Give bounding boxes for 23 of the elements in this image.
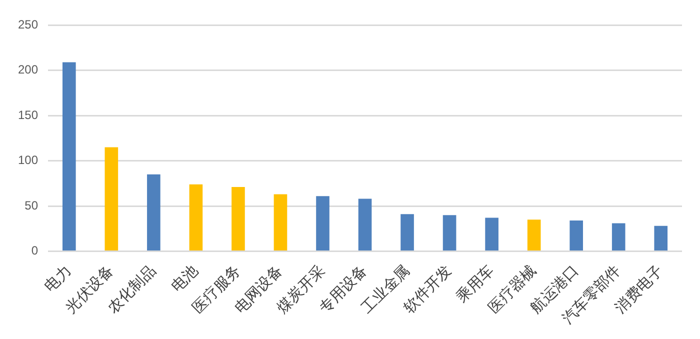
bar xyxy=(527,220,541,250)
bar xyxy=(104,147,118,250)
y-tick-label: 0 xyxy=(31,244,38,258)
bar xyxy=(485,218,498,250)
bar xyxy=(612,223,626,250)
y-tick-label: 200 xyxy=(18,62,38,77)
bar xyxy=(442,215,456,250)
bar xyxy=(232,187,245,250)
y-tick-label: 250 xyxy=(18,18,38,32)
bar xyxy=(570,220,583,250)
y-tick-label: 150 xyxy=(18,108,38,122)
bar xyxy=(62,62,76,250)
y-tick-label: 100 xyxy=(18,153,38,168)
bar xyxy=(400,214,414,250)
bar xyxy=(147,174,160,250)
x-tick-label: 电池 xyxy=(168,261,202,296)
bar xyxy=(316,196,330,250)
y-tick-label: 50 xyxy=(24,198,38,212)
bar xyxy=(274,194,288,250)
bar xyxy=(358,198,372,250)
bar xyxy=(654,226,668,250)
x-tick-label: 电力 xyxy=(40,261,75,296)
bar xyxy=(189,184,203,250)
